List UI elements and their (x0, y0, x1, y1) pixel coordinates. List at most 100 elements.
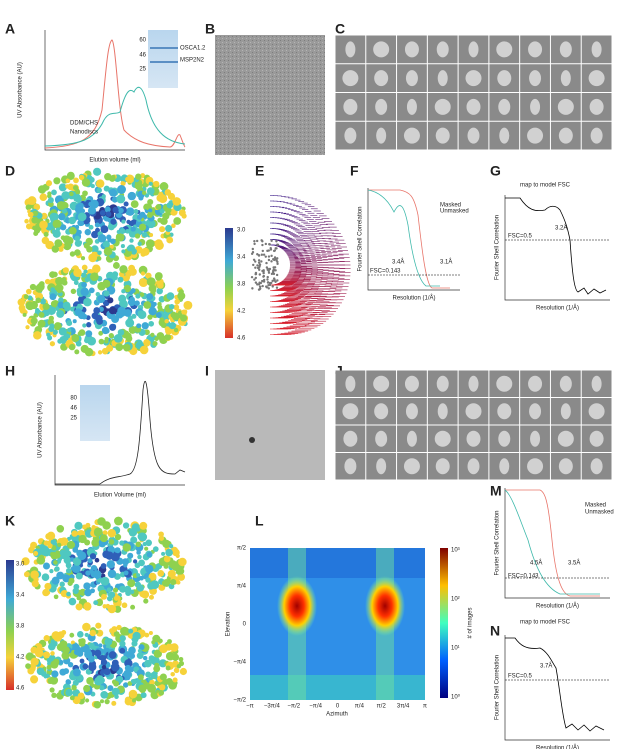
class-particle (528, 41, 543, 58)
y-tick-label: −π/4 (233, 660, 246, 666)
colorbar-label: 4.2 (237, 309, 246, 315)
density (178, 209, 186, 217)
density (159, 226, 166, 233)
density (41, 573, 50, 581)
y-axis-label: Fourier Shell Correlation (495, 215, 501, 280)
density (117, 336, 123, 342)
colorbar (225, 228, 233, 338)
class-particle (345, 375, 356, 392)
density (54, 566, 60, 572)
x-tick-label: 3π/4 (397, 704, 410, 710)
density (135, 541, 142, 548)
class-particle (499, 458, 510, 475)
class-particle (343, 98, 358, 115)
density (78, 174, 85, 181)
density (169, 322, 177, 330)
model-point (275, 286, 279, 289)
class-particle (527, 458, 544, 475)
density (69, 251, 76, 257)
density (83, 242, 90, 249)
density (27, 196, 37, 206)
model-fsc (505, 197, 607, 295)
density (162, 539, 171, 549)
density (84, 588, 92, 597)
y-tick-label: π/4 (237, 584, 247, 590)
density (117, 276, 124, 283)
density (130, 604, 136, 610)
density (104, 206, 111, 213)
class-particle (404, 375, 419, 392)
model-point (254, 281, 258, 284)
density (122, 543, 132, 552)
density (159, 684, 166, 691)
class-particle (406, 98, 417, 115)
density (74, 235, 81, 242)
axes (504, 195, 610, 301)
density (182, 309, 188, 315)
model-point (262, 274, 266, 278)
density (174, 298, 181, 305)
model-point (273, 256, 277, 259)
density (84, 539, 91, 546)
density (65, 688, 73, 697)
density (72, 587, 79, 595)
density (75, 603, 83, 611)
model-point (260, 260, 263, 263)
annotation: FSC=0.143 (508, 574, 539, 580)
density (136, 573, 141, 578)
density (48, 642, 56, 651)
density (165, 548, 173, 557)
density (36, 667, 45, 676)
y-axis-label: UV Absorbance (AU) (18, 62, 24, 118)
density (112, 262, 120, 269)
density (39, 220, 48, 230)
density (171, 223, 176, 228)
density (24, 218, 29, 224)
density (102, 521, 111, 530)
model-point (255, 239, 259, 243)
density (161, 579, 169, 587)
panel-label: B (205, 21, 215, 37)
density (94, 649, 102, 657)
x-axis-label: Azimuth (326, 712, 348, 718)
model-point (250, 275, 254, 279)
class-particle (465, 70, 482, 87)
density (160, 219, 165, 225)
class-particle (590, 458, 603, 475)
density (42, 302, 50, 311)
density (65, 178, 71, 184)
density (85, 698, 90, 703)
density (80, 287, 89, 297)
density (52, 219, 62, 229)
fsc-masked (505, 489, 600, 597)
density (165, 678, 173, 685)
density (123, 343, 131, 352)
density (61, 177, 67, 183)
density (80, 272, 87, 278)
density (30, 646, 38, 654)
density (54, 239, 63, 248)
model-point (272, 249, 276, 253)
y-tick-label: 0 (243, 622, 247, 628)
density (51, 692, 57, 698)
density (56, 571, 65, 580)
density (30, 657, 39, 666)
density (46, 664, 52, 670)
density (22, 312, 27, 317)
density (93, 570, 102, 579)
density (27, 211, 34, 218)
density (168, 560, 178, 569)
density (60, 224, 67, 231)
density (53, 594, 59, 600)
class-particle (467, 458, 480, 475)
density (37, 185, 47, 194)
density (51, 189, 57, 196)
density (83, 684, 91, 693)
density (132, 631, 141, 641)
density (30, 317, 38, 325)
density (157, 301, 162, 307)
density (109, 323, 117, 331)
density (35, 284, 44, 293)
density (178, 289, 184, 295)
class-particle (434, 430, 451, 447)
